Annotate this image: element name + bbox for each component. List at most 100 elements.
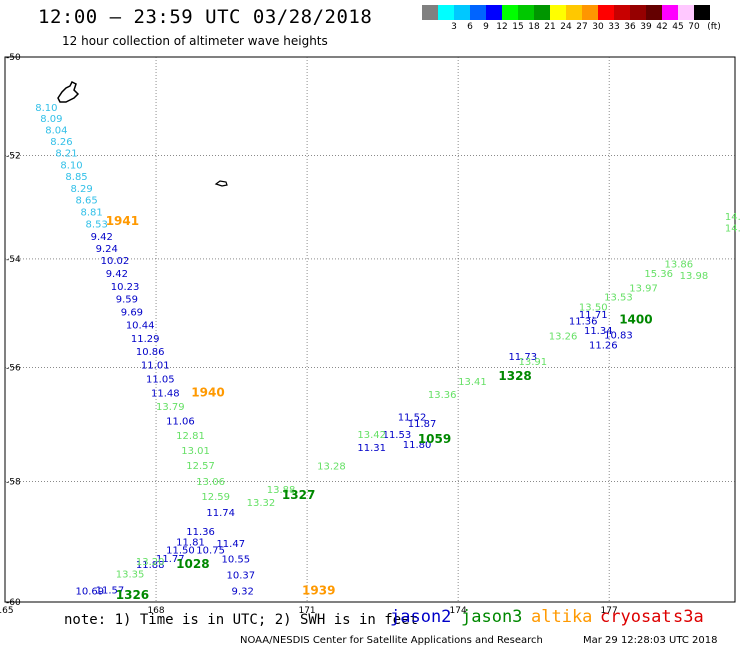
lon-tick-label: 174 xyxy=(450,606,467,616)
wave-height-label: 11.80 xyxy=(403,440,432,451)
pass-time-label: 1940 xyxy=(191,385,224,399)
pass-time-label: 1327 xyxy=(282,488,315,502)
wave-height-label: 9.42 xyxy=(106,269,128,280)
legend-swatch xyxy=(438,5,454,20)
wave-height-label: 11.71 xyxy=(579,310,608,321)
wave-height-label: 13.20 xyxy=(136,557,165,568)
wave-height-label: 11.31 xyxy=(357,443,386,454)
footer-credit: NOAA/NESDIS Center for Satellite Applica… xyxy=(240,635,543,646)
pass-time-label: 1328 xyxy=(498,369,531,383)
wave-height-label: 11.74 xyxy=(206,508,235,519)
legend-tick-label: 3 xyxy=(451,22,457,32)
legend-swatch xyxy=(454,5,470,20)
wave-height-label: 9.42 xyxy=(91,232,113,243)
wave-height-label: 13.79 xyxy=(156,402,185,413)
wave-height-label: 8.10 xyxy=(60,160,82,171)
legend-swatch xyxy=(582,5,598,20)
legend-swatch xyxy=(422,5,438,20)
lon-tick-label: 165 xyxy=(0,606,14,616)
legend-swatch xyxy=(678,5,694,20)
wave-height-label: 11.36 xyxy=(569,316,598,327)
wave-height-label: 13.41 xyxy=(458,377,487,388)
wave-height-label: 11.53 xyxy=(383,430,412,441)
legend-tick-label: 45 xyxy=(672,22,684,32)
wave-height-label: 8.09 xyxy=(40,114,62,125)
wave-height-label: 13.88 xyxy=(267,485,296,496)
campbell-island-icon xyxy=(214,180,228,187)
wave-height-label: 10.86 xyxy=(136,347,165,358)
map-title: 12:00 – 23:59 UTC 03/28/2018 xyxy=(38,6,373,28)
wave-height-label: 11.81 xyxy=(176,538,205,549)
wave-height-label: 13.50 xyxy=(579,302,608,313)
pass-time-label: 1326 xyxy=(116,588,149,602)
legend-tick-label: 39 xyxy=(640,22,652,32)
wave-height-label: 10.44 xyxy=(126,321,155,332)
legend-swatch xyxy=(694,5,710,20)
legend-tick-label: 24 xyxy=(560,22,572,32)
wave-height-label: 15.36 xyxy=(644,269,673,280)
wave-height-label: 11.36 xyxy=(186,527,215,538)
wave-height-label: 11.57 xyxy=(96,585,125,596)
wave-height-label: 11.88 xyxy=(136,560,165,571)
legend-altika: altika xyxy=(531,607,593,627)
legend-tick-label: 21 xyxy=(544,22,556,32)
wave-height-label: 8.10 xyxy=(35,103,57,114)
legend-swatch xyxy=(614,5,630,20)
wave-height-label: 10.75 xyxy=(196,546,225,557)
wave-height-label: 11.73 xyxy=(508,352,537,363)
lat-tick-label: -50 xyxy=(6,53,21,63)
legend-tick-label: 27 xyxy=(576,22,588,32)
wave-height-label: 12.81 xyxy=(176,431,205,442)
legend-tick-label: 42 xyxy=(656,22,668,32)
lon-tick-label: 177 xyxy=(601,606,618,616)
wave-height-label: 13.35 xyxy=(116,569,145,580)
wave-height-label: 8.81 xyxy=(81,208,103,219)
wave-height-label: 8.65 xyxy=(75,196,97,207)
wave-height-label: 13.86 xyxy=(665,259,694,270)
legend-unit: (ft) xyxy=(707,22,721,32)
legend-cryosat: cryosat xyxy=(600,607,672,627)
wave-height-label: 13.53 xyxy=(604,293,633,304)
legend-tick-label: 9 xyxy=(483,22,489,32)
wave-height-label: 13.36 xyxy=(428,390,457,401)
map-subtitle: 12 hour collection of altimeter wave hei… xyxy=(62,34,328,48)
legend-jason3: jason3 xyxy=(461,607,523,627)
auckland-islands-icon xyxy=(57,80,80,103)
legend-tick-label: 12 xyxy=(496,22,508,32)
wave-height-label: 11.77 xyxy=(156,554,185,565)
pass-time-label: 1059 xyxy=(418,432,451,446)
wave-height-label: 12.57 xyxy=(186,461,215,472)
lat-tick-label: -60 xyxy=(6,598,21,608)
footer-timestamp: Mar 29 12:28:03 UTC 2018 xyxy=(583,635,718,646)
wave-height-label: 14. xyxy=(725,212,740,223)
wave-height-label: 11.29 xyxy=(131,334,160,345)
pass-time-label: 1028 xyxy=(176,557,209,571)
wave-height-label: 8.29 xyxy=(70,184,92,195)
legend-swatch xyxy=(566,5,582,20)
wave-height-label: 8.85 xyxy=(65,172,87,183)
lat-tick-label: -58 xyxy=(6,477,21,487)
legend-swatch xyxy=(486,5,502,20)
wave-height-label: 10.55 xyxy=(221,555,250,566)
wave-height-label: 11.50 xyxy=(166,546,195,557)
wave-height-label: 13.98 xyxy=(680,271,709,282)
legend-tick-label: 70 xyxy=(688,22,700,32)
legend-swatch xyxy=(662,5,678,20)
wave-height-label: 11.06 xyxy=(166,417,195,428)
legend-tick-label: 18 xyxy=(528,22,540,32)
legend-tick-label: 30 xyxy=(592,22,604,32)
wave-height-label: 13.42 xyxy=(357,430,386,441)
legend-swatch xyxy=(630,5,646,20)
legend-swatch xyxy=(550,5,566,20)
legend-s3a: s3a xyxy=(673,607,704,627)
footnote: note: 1) Time is in UTC; 2) SWH is in fe… xyxy=(64,612,419,628)
wave-height-label: 11.26 xyxy=(589,340,618,351)
wave-height-label: 14.04 xyxy=(725,224,740,235)
pass-time-label: 1939 xyxy=(302,584,335,598)
wave-height-label: 11.48 xyxy=(151,388,180,399)
lat-tick-label: -52 xyxy=(6,152,21,162)
wave-height-label: 10.02 xyxy=(101,256,130,267)
wave-height-label: 9.69 xyxy=(121,308,143,319)
legend-swatch xyxy=(502,5,518,20)
